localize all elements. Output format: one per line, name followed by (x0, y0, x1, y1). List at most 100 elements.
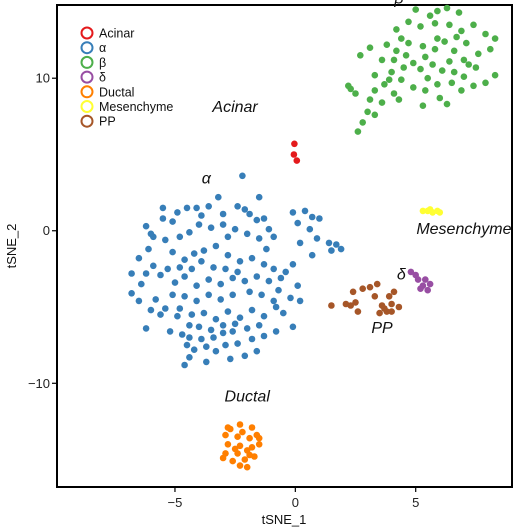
scatter-point (186, 229, 193, 236)
scatter-point (169, 218, 176, 225)
scatter-point (450, 47, 458, 55)
scatter-point (366, 96, 374, 103)
scatter-point (388, 68, 395, 76)
scatter-point (388, 308, 395, 315)
scatter-point (359, 285, 367, 293)
scatter-point (417, 285, 424, 293)
scatter-point (277, 274, 285, 282)
scatter-point (217, 296, 224, 303)
scatter-point (231, 225, 239, 233)
scatter-point (181, 256, 188, 264)
scatter-point (147, 230, 155, 238)
scatter-point (224, 308, 232, 315)
x-tick-label: 0 (292, 495, 299, 510)
scatter-point (229, 291, 236, 299)
scatter-point (390, 288, 398, 296)
scatter-point (395, 96, 403, 103)
y-axis-ticks: −10 0 10 (28, 71, 57, 391)
scatter-point (227, 425, 234, 433)
scatter-point (289, 209, 297, 216)
scatter-point (448, 79, 456, 87)
scatter-point (248, 306, 256, 314)
scatter-point (248, 424, 256, 431)
scatter-point (169, 248, 176, 256)
scatter-point (289, 323, 297, 331)
scatter-point (265, 277, 273, 285)
scatter-point (491, 35, 499, 42)
scatter-point (294, 219, 302, 227)
scatter-point (248, 444, 256, 451)
scatter-point (453, 33, 460, 41)
scatter-point (422, 276, 429, 283)
cluster-label: PP (371, 320, 393, 337)
scatter-point (378, 99, 386, 106)
scatter-point (337, 245, 345, 253)
series-3 (407, 268, 434, 294)
scatter-point (446, 21, 453, 29)
scatter-point (426, 12, 434, 19)
scatter-point (385, 76, 393, 83)
scatter-point (210, 264, 217, 271)
scatter-point (402, 52, 410, 59)
scatter-point (241, 352, 249, 360)
y-tick-label: −10 (28, 376, 50, 391)
scatter-point (333, 241, 340, 248)
scatter-point (460, 56, 468, 64)
scatter-point (217, 280, 224, 288)
scatter-point (236, 421, 244, 428)
scatter-point (147, 306, 155, 314)
scatter-point (215, 193, 222, 201)
legend-swatch (80, 26, 94, 40)
scatter-point (231, 320, 239, 328)
scatter-point (171, 279, 179, 286)
scatter-point (293, 157, 301, 164)
scatter-point (198, 335, 205, 343)
scatter-point (422, 87, 429, 94)
scatter-point (205, 291, 212, 299)
scatter-point (419, 207, 427, 215)
scatter-point (200, 309, 208, 317)
scatter-point (431, 20, 439, 27)
scatter-point (128, 270, 135, 277)
scatter-point (176, 264, 184, 271)
scatter-point (393, 26, 400, 33)
series-5 (419, 206, 444, 216)
scatter-point (200, 247, 208, 254)
cluster-label: Ductal (225, 389, 271, 406)
scatter-point (243, 230, 251, 238)
scatter-point (164, 265, 171, 273)
scatter-point (231, 445, 239, 453)
scatter-point (434, 7, 441, 15)
x-tick-label: 5 (412, 495, 419, 510)
scatter-point (234, 203, 241, 210)
scatter-point (263, 245, 270, 253)
scatter-point (405, 18, 412, 26)
scatter-point (436, 94, 444, 102)
scatter-point (417, 23, 424, 30)
scatter-point (183, 204, 191, 212)
scatter-point (186, 354, 193, 361)
scatter-point (219, 210, 227, 218)
scatter-point (142, 270, 150, 277)
scatter-point (234, 268, 241, 276)
scatter-point (253, 273, 261, 280)
scatter-point (364, 108, 371, 116)
scatter-point (390, 90, 398, 97)
scatter-point (328, 247, 335, 254)
y-tick-label: 10 (36, 71, 50, 86)
scatter-point (246, 288, 253, 296)
scatter-point (371, 293, 379, 300)
scatter-point (219, 221, 227, 228)
scatter-point (487, 45, 494, 53)
scatter-point (236, 258, 244, 265)
scatter-point (174, 312, 181, 320)
scatter-point (229, 274, 236, 282)
scatter-point (251, 453, 258, 460)
legend-swatch (80, 55, 94, 69)
scatter-point (253, 431, 261, 439)
scatter-point (313, 235, 321, 242)
scatter-point (243, 463, 251, 471)
scatter-point (465, 61, 473, 68)
scatter-point (236, 314, 244, 322)
cluster-label: Acinar (211, 99, 258, 116)
